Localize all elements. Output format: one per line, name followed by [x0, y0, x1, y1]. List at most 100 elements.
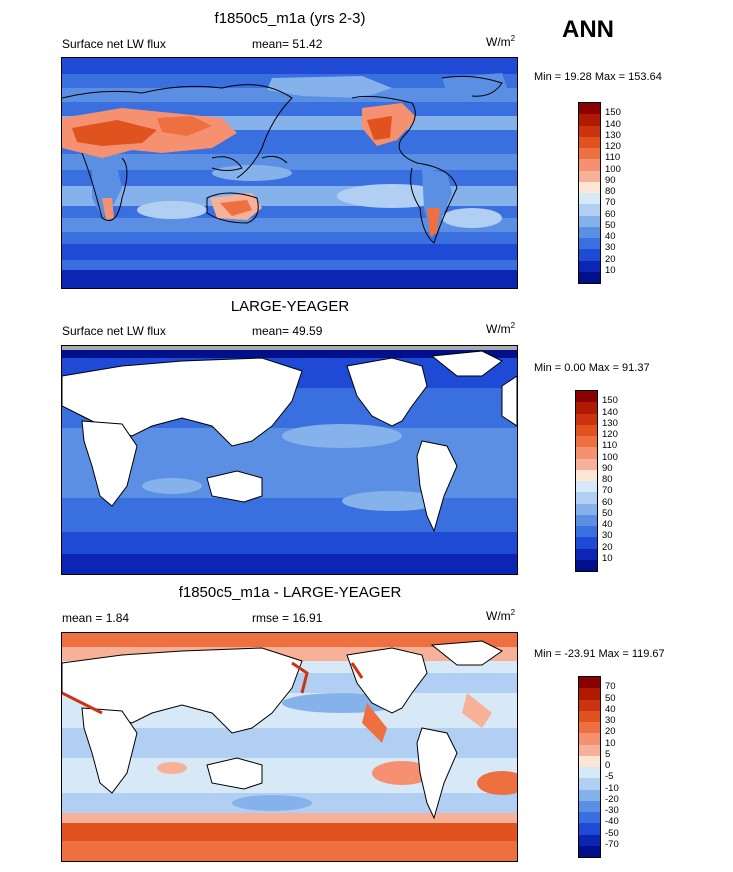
colorbar-swatch: [579, 204, 600, 216]
colorbar-tick-label: 90: [605, 174, 616, 186]
panel-1-mean: mean= 51.42: [252, 37, 323, 51]
colorbar-tick-label: 110: [602, 440, 618, 452]
colorbar-swatch: [576, 447, 597, 459]
panel-1-colorbar: [578, 102, 601, 284]
panel-3-minmax: Min = -23.91 Max = 119.67: [534, 648, 665, 660]
panel-2-colorbar: [575, 390, 598, 572]
colorbar-swatch: [576, 481, 597, 493]
colorbar-tick-label: 90: [602, 462, 613, 474]
colorbar-tick-label: 110: [605, 152, 621, 164]
colorbar-swatch: [576, 492, 597, 504]
panel-2-map-svg: [62, 346, 517, 574]
colorbar-tick-label: -70: [605, 838, 619, 850]
panel-1-map-svg: [62, 58, 517, 288]
colorbar-swatch: [579, 226, 600, 238]
colorbar-swatch: [579, 170, 600, 182]
colorbar-tick-label: 5: [605, 748, 611, 760]
panel-3-title: f1850c5_m1a - LARGE-YEAGER: [178, 584, 402, 601]
colorbar-tick-label: 20: [602, 541, 613, 553]
colorbar-tick-label: 50: [602, 507, 613, 519]
colorbar-swatch: [579, 238, 600, 250]
colorbar-tick-label: 120: [605, 141, 621, 152]
panel-2-units: W/m2: [486, 321, 516, 336]
colorbar-tick-label: -30: [605, 805, 619, 816]
colorbar-swatch: [576, 469, 597, 481]
colorbar-tick-label: 30: [605, 242, 616, 254]
colorbar-tick-label: -40: [605, 816, 619, 828]
colorbar-tick-label: 50: [605, 692, 616, 704]
colorbar-swatch: [579, 767, 600, 779]
colorbar-tick-label: -10: [605, 782, 619, 794]
panel-2-title: LARGE-YEAGER: [230, 298, 350, 315]
colorbar-tick-label: 150: [602, 395, 618, 407]
colorbar-swatch: [579, 834, 600, 846]
colorbar-tick-label: 70: [605, 681, 616, 693]
colorbar-tick-label: 30: [602, 530, 613, 542]
panel-1-title: f1850c5_m1a (yrs 2-3): [214, 10, 366, 27]
colorbar-swatch: [579, 136, 600, 148]
colorbar-swatch: [579, 193, 600, 205]
colorbar-swatch: [576, 458, 597, 470]
colorbar-swatch: [579, 260, 600, 272]
colorbar-swatch: [579, 114, 600, 126]
panel-3-mean: mean = 1.84: [62, 611, 130, 625]
colorbar-swatch: [576, 391, 597, 403]
colorbar-swatch: [576, 503, 597, 515]
colorbar-swatch: [579, 710, 600, 722]
colorbar-swatch: [579, 148, 600, 160]
colorbar-tick-label: 130: [605, 129, 621, 141]
panel-1-minmax: Min = 19.28 Max = 153.64: [534, 71, 662, 83]
colorbar-swatch: [579, 181, 600, 193]
colorbar-swatch: [579, 215, 600, 227]
colorbar-tick-label: 40: [605, 231, 616, 242]
colorbar-tick-label: 80: [602, 474, 613, 485]
colorbar-tick-label: 10: [605, 737, 616, 749]
colorbar-swatch: [579, 249, 600, 261]
colorbar-tick-label: 60: [602, 496, 613, 508]
panel-2-mean: mean= 49.59: [252, 324, 323, 338]
colorbar-swatch: [579, 699, 600, 711]
colorbar-swatch: [576, 526, 597, 538]
colorbar-tick-label: 140: [602, 406, 618, 418]
colorbar-tick-label: 0: [605, 760, 611, 771]
panel-3-colorbar: [578, 676, 601, 858]
colorbar-tick-label: -5: [605, 771, 614, 783]
colorbar-swatch: [579, 733, 600, 745]
colorbar-tick-label: 100: [602, 451, 618, 463]
panel-2-map: [61, 345, 518, 575]
colorbar-tick-label: 10: [602, 552, 613, 564]
colorbar-swatch: [576, 402, 597, 414]
colorbar-swatch: [576, 424, 597, 436]
colorbar-tick-label: 140: [605, 118, 621, 130]
colorbar-swatch: [579, 159, 600, 171]
colorbar-tick-label: 130: [602, 417, 618, 429]
colorbar-tick-label: 60: [605, 208, 616, 220]
colorbar-tick-label: 70: [602, 485, 613, 497]
panel-1-units: W/m2: [486, 34, 516, 49]
panel-3-map-svg: [62, 633, 517, 861]
colorbar-tick-label: 150: [605, 107, 621, 119]
colorbar-swatch: [576, 413, 597, 425]
colorbar-swatch: [576, 436, 597, 448]
colorbar-swatch: [579, 789, 600, 801]
colorbar-swatch: [579, 677, 600, 689]
colorbar-swatch: [579, 755, 600, 767]
colorbar-swatch: [579, 271, 600, 283]
colorbar-swatch: [579, 812, 600, 824]
panel-2-left-label: Surface net LW flux: [62, 324, 166, 338]
colorbar-tick-label: -20: [605, 793, 619, 805]
colorbar-swatch: [579, 722, 600, 734]
colorbar-swatch: [579, 125, 600, 137]
season-label: ANN: [562, 16, 614, 43]
colorbar-swatch: [579, 103, 600, 115]
colorbar-swatch: [576, 559, 597, 571]
panel-2-minmax: Min = 0.00 Max = 91.37: [534, 362, 650, 374]
panel-3-units: W/m2: [486, 608, 516, 623]
colorbar-swatch: [576, 537, 597, 549]
colorbar-tick-label: 40: [605, 703, 616, 715]
colorbar-tick-label: 100: [605, 163, 621, 175]
colorbar-swatch: [579, 688, 600, 700]
panel-1-map: [61, 57, 518, 289]
colorbar-swatch: [579, 778, 600, 790]
colorbar-swatch: [579, 845, 600, 857]
